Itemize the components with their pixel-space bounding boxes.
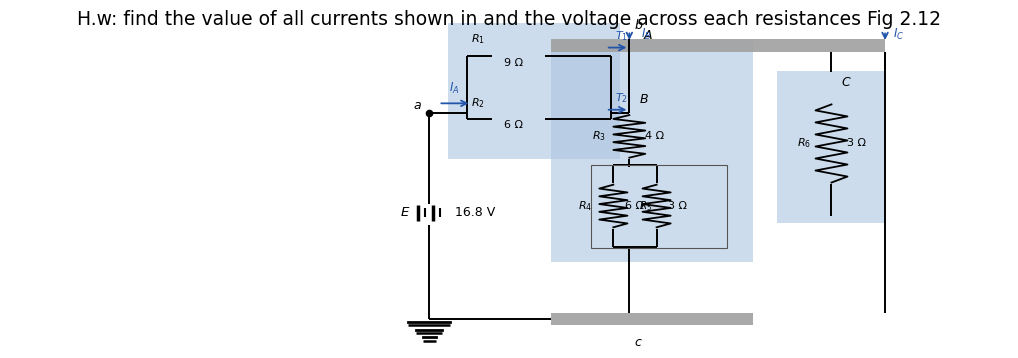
Text: $C$: $C$ — [841, 76, 852, 89]
Text: $T_1$: $T_1$ — [615, 29, 628, 43]
Text: $E$: $E$ — [400, 206, 410, 219]
Text: $B$: $B$ — [638, 93, 648, 106]
Text: 16.8 V: 16.8 V — [455, 206, 496, 219]
Text: $c$: $c$ — [634, 336, 643, 349]
Bar — [777, 71, 885, 223]
Text: 4 Ω: 4 Ω — [645, 131, 665, 141]
Bar — [552, 39, 885, 52]
Bar — [448, 23, 620, 159]
Text: $A$: $A$ — [643, 29, 654, 42]
Text: $R_6$: $R_6$ — [797, 137, 810, 150]
Bar — [590, 165, 727, 248]
Text: 3 Ω: 3 Ω — [847, 139, 866, 149]
Text: $R_1$: $R_1$ — [471, 32, 486, 46]
Text: $a$: $a$ — [412, 98, 421, 111]
Text: $I_A$: $I_A$ — [449, 81, 460, 96]
Text: 3 Ω: 3 Ω — [668, 201, 687, 211]
Text: $R_4$: $R_4$ — [578, 199, 592, 213]
Text: 9 Ω: 9 Ω — [504, 58, 523, 68]
Text: $b$: $b$ — [634, 18, 643, 32]
Text: $T_2$: $T_2$ — [615, 91, 628, 105]
Text: $R_3$: $R_3$ — [591, 130, 606, 143]
Text: $R_5$: $R_5$ — [638, 199, 652, 213]
Text: 6 Ω: 6 Ω — [504, 120, 523, 130]
Bar — [552, 40, 753, 262]
Text: 6 Ω: 6 Ω — [625, 201, 643, 211]
Text: $R_2$: $R_2$ — [471, 96, 486, 110]
Bar — [552, 313, 753, 325]
Text: $I_C$: $I_C$ — [893, 27, 904, 42]
Text: H.w: find the value of all currents shown in and the voltage across each resista: H.w: find the value of all currents show… — [77, 10, 941, 29]
Text: $I_B$: $I_B$ — [640, 27, 652, 42]
